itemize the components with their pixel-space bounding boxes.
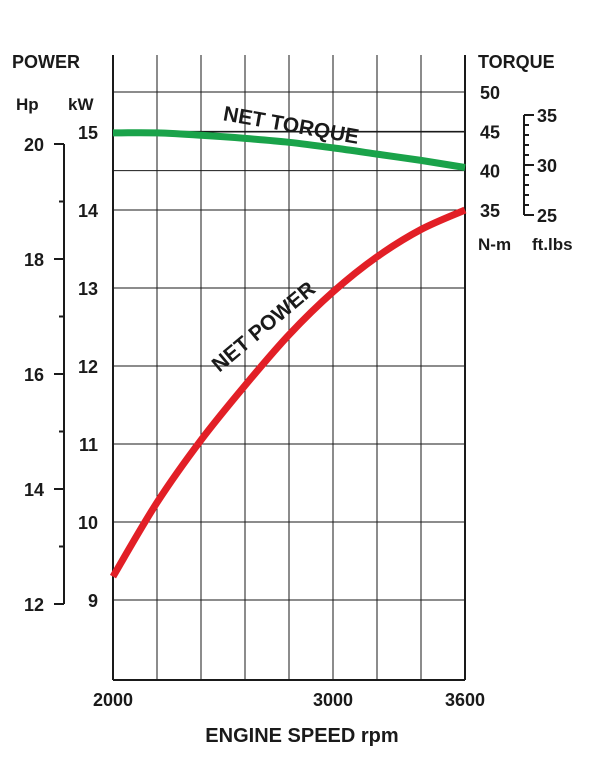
left-axis-title: POWER bbox=[12, 52, 80, 72]
kw-tick-label: 12 bbox=[78, 357, 98, 377]
kw-tick-label: 9 bbox=[88, 591, 98, 611]
kw-tick-label: 15 bbox=[78, 123, 98, 143]
kw-unit-label: kW bbox=[68, 95, 94, 114]
right-axis-title: TORQUE bbox=[478, 52, 555, 72]
ftlbs-tick-label: 35 bbox=[537, 106, 557, 126]
x-tick-label: 2000 bbox=[93, 690, 133, 710]
net-power-line bbox=[109, 206, 467, 579]
hp-tick-label: 18 bbox=[24, 250, 44, 270]
hp-tick-label: 20 bbox=[24, 135, 44, 155]
hp-tick-label: 14 bbox=[24, 480, 44, 500]
nm-unit-label: N-m bbox=[478, 235, 511, 254]
kw-tick-label: 13 bbox=[78, 279, 98, 299]
nm-tick-label: 45 bbox=[480, 122, 500, 142]
nm-tick-label: 40 bbox=[480, 162, 500, 182]
ftlbs-tick-label: 25 bbox=[537, 206, 557, 226]
x-axis-title: ENGINE SPEED rpm bbox=[205, 725, 398, 747]
kw-tick-label: 14 bbox=[78, 201, 98, 221]
x-tick-label: 3600 bbox=[445, 690, 485, 710]
kw-tick-label: 10 bbox=[78, 513, 98, 533]
ftlbs-tick-label: 30 bbox=[537, 156, 557, 176]
nm-tick-label: 50 bbox=[480, 83, 500, 103]
x-tick-label: 3000 bbox=[313, 690, 353, 710]
hp-tick-label: 16 bbox=[24, 365, 44, 385]
nm-tick-label: 35 bbox=[480, 201, 500, 221]
hp-unit-label: Hp bbox=[16, 95, 39, 114]
hp-tick-label: 12 bbox=[24, 595, 44, 615]
kw-tick-label: 11 bbox=[79, 435, 98, 455]
ftlbs-unit-label: ft.lbs bbox=[532, 235, 573, 254]
net-torque-line bbox=[112, 129, 466, 171]
